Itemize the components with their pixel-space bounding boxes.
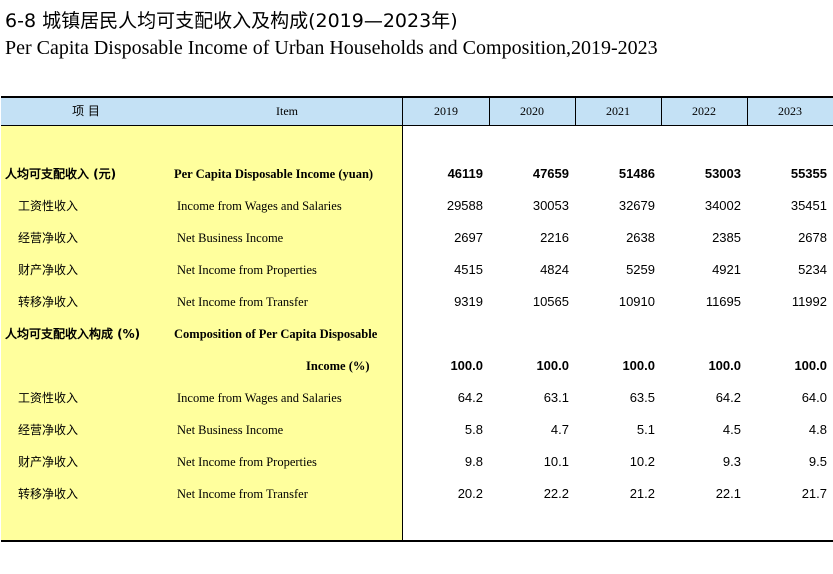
cell-value: 5.1 bbox=[636, 422, 655, 437]
header-separator bbox=[575, 98, 576, 125]
table-header: 项 目 Item 2019 2020 2021 2022 2023 bbox=[1, 96, 833, 126]
row-label-chinese: 财产净收入 bbox=[18, 455, 79, 469]
row-label-chinese: 转移净收入 bbox=[18, 295, 79, 309]
cell-value: 2678 bbox=[798, 230, 827, 245]
cell-value: 10565 bbox=[532, 294, 569, 309]
row-label-chinese: 经营净收入 bbox=[18, 231, 79, 245]
cell-value: 5234 bbox=[798, 262, 827, 277]
cell-value: 64.2 bbox=[457, 390, 483, 405]
cell-value: 2216 bbox=[540, 230, 569, 245]
row-label-chinese: 工资性收入 bbox=[18, 199, 79, 213]
cell-value: 20.2 bbox=[457, 486, 483, 501]
table-row: 人均可支配收入 (元) Per Capita Disposable Income… bbox=[0, 158, 833, 190]
cell-value: 4921 bbox=[712, 262, 741, 277]
cell-value: 100.0 bbox=[794, 358, 827, 373]
header-separator bbox=[489, 98, 490, 125]
cell-value: 4.7 bbox=[550, 422, 569, 437]
table-row: 财产净收入 Net Income from Properties 9.8 10.… bbox=[0, 446, 833, 478]
row-label-english: Net Business Income bbox=[177, 423, 284, 437]
cell-value: 9.8 bbox=[464, 454, 483, 469]
cell-value: 22.2 bbox=[543, 486, 569, 501]
row-label-chinese: 财产净收入 bbox=[18, 263, 79, 277]
table-row: 转移净收入 Net Income from Transfer 20.2 22.2… bbox=[0, 478, 833, 510]
cell-value: 22.1 bbox=[715, 486, 741, 501]
row-label-english: Net Income from Transfer bbox=[177, 487, 308, 501]
row-label-chinese: 转移净收入 bbox=[18, 487, 79, 501]
cell-value: 9.3 bbox=[722, 454, 741, 469]
row-label-english: Net Income from Properties bbox=[177, 455, 317, 469]
header-separator bbox=[747, 98, 748, 125]
row-label-chinese: 工资性收入 bbox=[18, 391, 79, 405]
cell-value: 100.0 bbox=[536, 358, 569, 373]
cell-value: 10.1 bbox=[543, 454, 569, 469]
table-row: 工资性收入 Income from Wages and Salaries 64.… bbox=[0, 382, 833, 414]
header-year-2020: 2020 bbox=[520, 104, 544, 118]
cell-value: 11992 bbox=[791, 294, 827, 309]
row-label-english: Net Business Income bbox=[177, 231, 284, 245]
row-label-english: Net Income from Properties bbox=[177, 263, 317, 277]
cell-value: 5.8 bbox=[464, 422, 483, 437]
cell-value: 29588 bbox=[446, 198, 483, 213]
row-label-english: Per Capita Disposable Income (yuan) bbox=[174, 167, 374, 181]
table-title-english: Per Capita Disposable Income of Urban Ho… bbox=[5, 37, 658, 59]
table-row: 经营净收入 Net Business Income 2697 2216 2638… bbox=[0, 222, 833, 254]
cell-value: 32679 bbox=[618, 198, 655, 213]
cell-value: 63.1 bbox=[543, 390, 569, 405]
cell-value: 100.0 bbox=[450, 358, 483, 373]
cell-value: 4515 bbox=[454, 262, 483, 277]
cell-value: 4.8 bbox=[808, 422, 827, 437]
cell-value: 9319 bbox=[454, 294, 483, 309]
row-label-english: Income from Wages and Salaries bbox=[177, 199, 342, 213]
table-row: 工资性收入 Income from Wages and Salaries 295… bbox=[0, 190, 833, 222]
table-row: 经营净收入 Net Business Income 5.8 4.7 5.1 4.… bbox=[0, 414, 833, 446]
cell-value: 35451 bbox=[790, 198, 827, 213]
cell-value: 9.5 bbox=[808, 454, 827, 469]
cell-value: 64.2 bbox=[715, 390, 741, 405]
item-column-divider bbox=[402, 96, 403, 541]
cell-value: 51486 bbox=[618, 166, 655, 181]
cell-value: 4824 bbox=[540, 262, 569, 277]
row-label-english: Net Income from Transfer bbox=[177, 295, 308, 309]
cell-value: 63.5 bbox=[629, 390, 655, 405]
cell-value: 10910 bbox=[618, 294, 655, 309]
header-year-2023: 2023 bbox=[778, 104, 802, 118]
header-separator bbox=[661, 98, 662, 125]
cell-value: 5259 bbox=[626, 262, 655, 277]
cell-value: 2385 bbox=[712, 230, 741, 245]
cell-value: 21.2 bbox=[629, 486, 655, 501]
table-bottom-border bbox=[1, 540, 833, 542]
cell-value: 21.7 bbox=[801, 486, 827, 501]
cell-value: 10.2 bbox=[629, 454, 655, 469]
cell-value: 55355 bbox=[790, 166, 827, 181]
table-title-chinese: 6-8 城镇居民人均可支配收入及构成(2019—2023年) bbox=[5, 10, 458, 32]
row-label-chinese: 人均可支配收入构成 (%) bbox=[5, 327, 141, 341]
row-label-chinese: 人均可支配收入 (元) bbox=[5, 167, 117, 181]
item-column-background bbox=[1, 126, 403, 541]
cell-value: 100.0 bbox=[708, 358, 741, 373]
cell-value: 30053 bbox=[532, 198, 569, 213]
cell-value: 100.0 bbox=[622, 358, 655, 373]
cell-value: 11695 bbox=[705, 294, 741, 309]
row-label-chinese: 经营净收入 bbox=[18, 423, 79, 437]
row-label-english: Composition of Per Capita Disposable bbox=[174, 327, 378, 341]
table-row: 转移净收入 Net Income from Transfer 9319 1056… bbox=[0, 286, 833, 318]
row-label-english: Income from Wages and Salaries bbox=[177, 391, 342, 405]
header-year-2021: 2021 bbox=[606, 104, 630, 118]
cell-value: 4.5 bbox=[722, 422, 741, 437]
cell-value: 2697 bbox=[454, 230, 483, 245]
cell-value: 34002 bbox=[704, 198, 741, 213]
cell-value: 47659 bbox=[532, 166, 569, 181]
cell-value: 2638 bbox=[626, 230, 655, 245]
table-row: Income (%) 100.0 100.0 100.0 100.0 100.0 bbox=[0, 350, 833, 382]
cell-value: 53003 bbox=[704, 166, 741, 181]
header-year-2019: 2019 bbox=[434, 104, 458, 118]
header-item-english: Item bbox=[276, 104, 298, 118]
row-label-english: Income (%) bbox=[306, 359, 370, 373]
header-item-chinese: 项 目 bbox=[72, 104, 100, 118]
table-row: 财产净收入 Net Income from Properties 4515 48… bbox=[0, 254, 833, 286]
cell-value: 46119 bbox=[447, 166, 483, 181]
table-row: 人均可支配收入构成 (%) Composition of Per Capita … bbox=[0, 318, 833, 350]
header-year-2022: 2022 bbox=[692, 104, 716, 118]
cell-value: 64.0 bbox=[801, 390, 827, 405]
